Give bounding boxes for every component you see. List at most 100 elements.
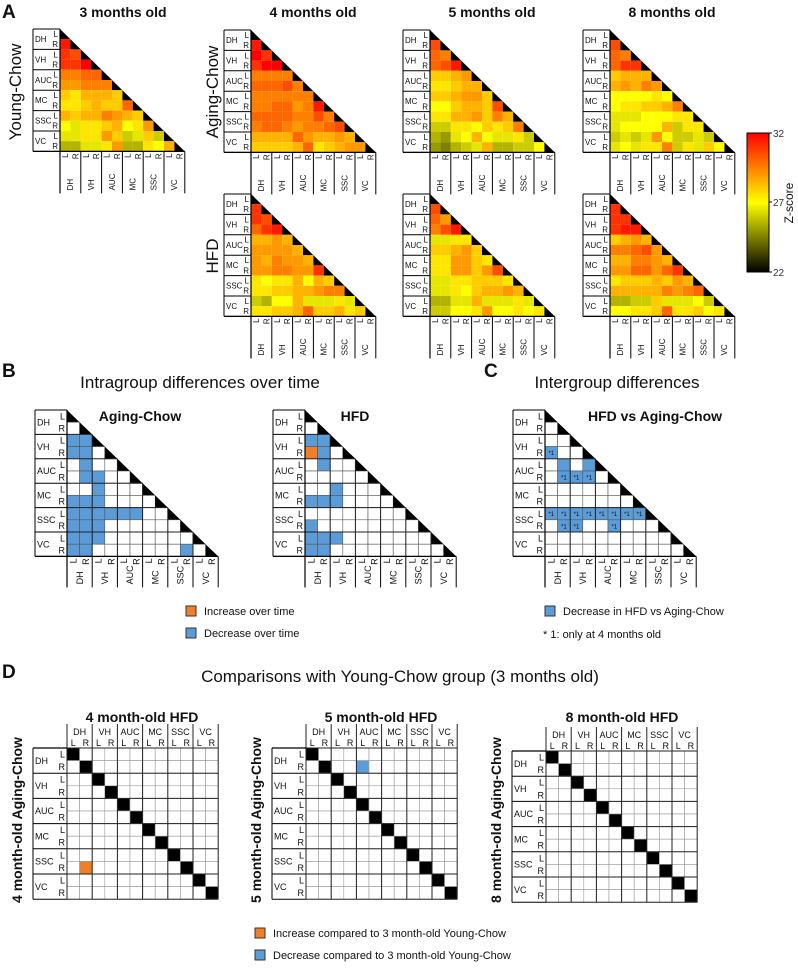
matrix-cell — [368, 873, 382, 887]
matrix-cell — [318, 873, 332, 887]
matrix-cell — [167, 835, 181, 850]
col-region-label: AUC — [120, 727, 140, 737]
diagonal-cell — [646, 851, 660, 865]
matrix-cell — [356, 772, 370, 787]
heatmap-cell — [440, 81, 451, 92]
heatmap-cell — [630, 142, 642, 153]
row-region-label: VH — [405, 56, 416, 65]
col-side-label: R — [441, 318, 450, 324]
matrix-cell — [582, 482, 596, 496]
heatmap-cell — [334, 132, 345, 143]
row-side-label: R — [538, 765, 545, 775]
heatmap-cell — [91, 110, 102, 121]
matrix-cell-decrease — [317, 543, 331, 557]
heatmap-cell — [251, 81, 262, 92]
heatmap-cell — [630, 265, 642, 276]
matrix-cell — [646, 826, 660, 840]
heatmap-cell — [461, 101, 472, 112]
heatmap-cell — [323, 132, 335, 143]
matrix-cell — [368, 823, 382, 837]
heatmap-cell — [261, 275, 272, 286]
matrix-cell — [368, 747, 382, 761]
matrix-cell — [154, 747, 169, 761]
col-side-label: R — [346, 318, 355, 324]
heatmap-cell — [610, 306, 621, 317]
col-side-label: L — [94, 558, 104, 563]
col-side-label: R — [688, 741, 695, 751]
col-side-label: L — [68, 558, 78, 563]
matrix-cell — [368, 861, 382, 875]
matrix-cell — [419, 785, 433, 799]
row-side-label: L — [298, 436, 303, 446]
matrix-cell — [608, 788, 622, 802]
col-region-label: VH — [278, 344, 287, 355]
row-side-label: R — [297, 423, 304, 433]
col-side-label: L — [335, 154, 344, 159]
matrix-cell — [444, 835, 458, 850]
matrix-cell — [684, 763, 698, 777]
matrix-title-hfd: HFD — [341, 408, 370, 424]
diagonal-triangle — [523, 285, 534, 296]
matrix-cell — [91, 747, 106, 761]
heatmap-cell — [440, 275, 451, 286]
heatmap-cell — [251, 101, 262, 112]
row-side-label: R — [538, 815, 545, 825]
heatmap-cell — [313, 285, 324, 296]
row-side-label: R — [59, 545, 66, 555]
heatmap-cell — [662, 296, 673, 307]
heatmap-cell — [461, 91, 472, 102]
row-side-label: L — [54, 50, 59, 59]
heatmap-cell — [303, 285, 314, 296]
matrix-cell — [393, 785, 408, 799]
matrix-cell-decrease — [304, 531, 318, 545]
heatmap-cell — [101, 90, 112, 101]
heatmap-cell — [492, 306, 503, 317]
heatmap-cell — [450, 121, 462, 132]
matrix-cell — [142, 873, 156, 887]
heatmap-cell — [292, 142, 303, 153]
heatmap-cell — [282, 265, 293, 276]
heatmap-cell — [482, 285, 493, 296]
row-side-label: R — [243, 102, 249, 111]
matrix-cell — [205, 835, 219, 850]
matrix-cell — [104, 519, 118, 533]
matrix-cell — [405, 531, 419, 545]
col-region-label: SSC — [650, 730, 669, 740]
matrix-cell — [393, 810, 408, 824]
matrix-cell — [318, 848, 332, 862]
matrix-cell — [129, 531, 143, 545]
heatmap-cell — [303, 275, 314, 286]
matrix-cell — [380, 531, 394, 545]
matrix-cell — [154, 772, 169, 787]
matrix-cell — [117, 543, 131, 557]
col-side-label: R — [106, 558, 116, 565]
diagonal-triangle — [595, 458, 608, 471]
diagonal-cell — [659, 864, 673, 878]
colorbar-tick-label: 22 — [773, 268, 785, 279]
matrix-cell — [117, 482, 131, 496]
matrix-cell — [167, 747, 181, 761]
row-side-label: L — [245, 297, 250, 306]
col-side-label: R — [71, 153, 80, 159]
heatmap-cell — [641, 81, 652, 92]
matrix-cell — [684, 750, 698, 764]
matrix-cell — [305, 861, 319, 875]
matrix-cell — [570, 763, 585, 777]
col-region-label: SSC — [340, 175, 349, 192]
matrix-cell — [79, 873, 93, 887]
heatmap-cell — [70, 69, 81, 80]
matrix-cell-decrease — [317, 434, 331, 447]
matrix-cell — [355, 519, 369, 533]
row-side-label: L — [424, 195, 429, 204]
matrix-cell-decrease — [91, 519, 106, 533]
heatmap-cell — [313, 296, 324, 307]
col-region-label: VH — [100, 572, 110, 585]
matrix-cell — [329, 446, 344, 460]
heatmap-cell — [641, 255, 652, 266]
row-side-label: R — [298, 888, 305, 898]
heatmap-cell — [450, 224, 462, 235]
row-side-label: R — [243, 205, 249, 214]
matrix-cell — [129, 861, 143, 875]
heatmap-cell — [440, 142, 451, 153]
heatmap-cell — [70, 49, 81, 60]
